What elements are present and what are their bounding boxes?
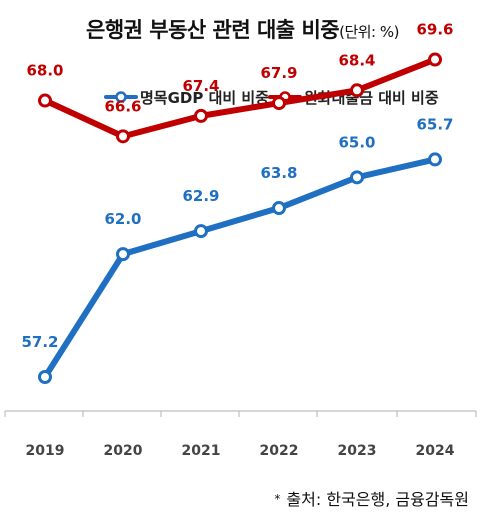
point-s2-2020	[116, 129, 130, 144]
point-s2-2019	[38, 93, 52, 108]
x-tick-label-2021: 2021	[182, 443, 221, 459]
x-tick-label-2020: 2020	[104, 443, 143, 459]
point-s1-2022	[272, 201, 286, 216]
data-label-s1-2021: 62.9	[182, 187, 219, 205]
legend-marker-1	[115, 91, 127, 103]
x-tick-label-2023: 2023	[338, 443, 377, 459]
point-s2-2021	[194, 108, 208, 123]
point-s2-2023	[350, 83, 364, 98]
point-s2-2022	[272, 96, 286, 111]
point-s2-2024	[428, 52, 442, 67]
data-label-s1-2023: 65.0	[338, 133, 375, 151]
point-s1-2024	[428, 152, 442, 167]
point-s1-2023	[350, 170, 364, 185]
data-label-s1-2022: 63.8	[260, 164, 297, 182]
data-label-s2-2022: 67.9	[260, 64, 297, 82]
source-marker: *	[274, 492, 281, 506]
source-text: 출처: 한국은행, 금융감독원	[286, 490, 469, 509]
data-label-s1-2024: 65.7	[416, 115, 453, 133]
x-tick-label-2022: 2022	[260, 443, 299, 459]
point-s1-2020	[116, 247, 130, 262]
chart-unit: (단위: %)	[339, 23, 399, 41]
series-line-1	[42, 156, 438, 380]
point-s1-2019	[38, 370, 52, 384]
data-label-s2-2023: 68.4	[338, 51, 375, 69]
data-label-s2-2020: 66.6	[104, 97, 141, 115]
data-label-s1-2020: 62.0	[104, 210, 141, 228]
legend-label-1: 명목GDP 대비 비중	[140, 89, 269, 107]
data-label-s2-2021: 67.4	[182, 77, 219, 95]
chart-title-text: 은행권 부동산 관련 대출 비중	[86, 18, 340, 42]
x-tick-label-2019: 2019	[26, 443, 65, 459]
series-line-2	[42, 56, 438, 140]
data-label-s2-2019: 68.0	[26, 62, 63, 80]
source-note: * 출처: 한국은행, 금융감독원	[274, 486, 469, 510]
data-label-s2-2024: 69.6	[416, 21, 453, 39]
chart-title: 은행권 부동산 관련 대출 비중(단위: %)	[0, 14, 485, 44]
x-tick-label-2024: 2024	[416, 443, 455, 459]
data-label-s1-2019: 57.2	[21, 333, 58, 351]
point-s1-2021	[194, 224, 208, 239]
